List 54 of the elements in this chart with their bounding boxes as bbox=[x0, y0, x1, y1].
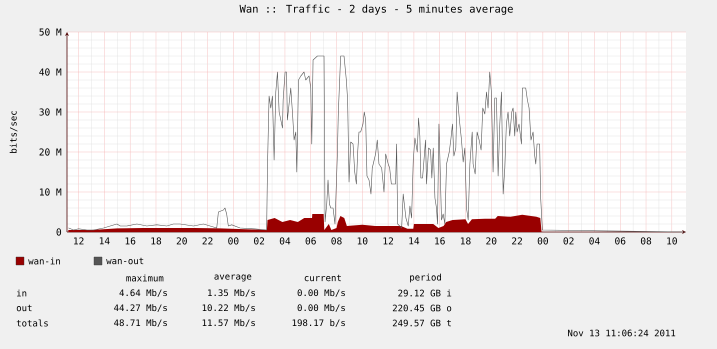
x-tick-label: 14 bbox=[100, 237, 110, 244]
x-tick-label: 10 bbox=[358, 237, 368, 245]
legend-label: wan-out bbox=[106, 258, 144, 264]
text: 220.45 GB o bbox=[392, 304, 452, 312]
y-tick-label: 20 M bbox=[40, 148, 62, 156]
y-tick-label: 40 M bbox=[39, 68, 62, 76]
text: 48.71 Mb/s bbox=[114, 319, 167, 327]
text: 10.22 Mb/s bbox=[202, 304, 255, 312]
x-tick-label: 00 bbox=[538, 237, 548, 245]
y-tick-label: 50 M bbox=[39, 28, 62, 36]
x-tick-label: 08 bbox=[331, 237, 342, 245]
x-tick-label: 16 bbox=[435, 237, 445, 245]
x-tick-label: 22 bbox=[512, 237, 522, 244]
x-tick-label: 08 bbox=[640, 237, 652, 245]
text: totals bbox=[16, 319, 48, 327]
text: 0.00 Mb/s bbox=[298, 304, 345, 312]
text: 198.17 b/s bbox=[292, 319, 345, 327]
y-axis-title: bits/sec bbox=[10, 111, 18, 153]
x-tick-label: 14 bbox=[409, 237, 420, 244]
x-tick-label: 04 bbox=[589, 237, 600, 245]
text: Nov 13 11:06:24 2011 bbox=[568, 330, 676, 336]
text: 29.12 GB i bbox=[398, 290, 452, 296]
x-tick-label: 02 bbox=[254, 237, 264, 245]
text: 1.35 Mb/s bbox=[208, 289, 255, 297]
text: in bbox=[16, 290, 26, 296]
x-tick-label: 00 bbox=[228, 237, 238, 245]
legend-label: wan-in bbox=[28, 258, 60, 264]
text: out bbox=[16, 304, 32, 312]
x-tick-label: 18 bbox=[151, 237, 162, 245]
x-tick-label: 10 bbox=[667, 237, 677, 245]
x-tick-label: 04 bbox=[280, 237, 290, 245]
x-tick-label: 02 bbox=[564, 237, 574, 245]
text: 44.27 Mb/s bbox=[114, 304, 167, 312]
chart-title: Wan :: Traffic - 2 days - 5 minutes average bbox=[240, 4, 513, 15]
text: 0.00 Mb/s bbox=[298, 289, 345, 297]
y-tick-label: 10 M bbox=[40, 188, 62, 196]
text: 4.64 Mb/s bbox=[119, 289, 167, 297]
y-tick-label: 0 bbox=[56, 228, 62, 236]
x-tick-label: 18 bbox=[460, 237, 471, 245]
text: 11.57 Mb/s bbox=[202, 319, 255, 327]
x-tick-label: 22 bbox=[202, 237, 212, 244]
text: 249.57 GB t bbox=[392, 320, 451, 326]
x-tick-label: 06 bbox=[306, 237, 316, 245]
text: period bbox=[410, 274, 441, 282]
x-tick-label: 20 bbox=[176, 237, 187, 245]
x-tick-label: 16 bbox=[126, 237, 136, 245]
x-tick-label: 06 bbox=[615, 237, 626, 245]
text: average bbox=[214, 274, 252, 282]
text: current bbox=[304, 274, 341, 282]
x-tick-label: 12 bbox=[384, 237, 394, 244]
y-tick-label: 30 M bbox=[39, 108, 62, 116]
text: maximum bbox=[126, 274, 164, 282]
x-tick-label: 20 bbox=[486, 237, 496, 245]
x-tick-label: 12 bbox=[74, 237, 84, 244]
